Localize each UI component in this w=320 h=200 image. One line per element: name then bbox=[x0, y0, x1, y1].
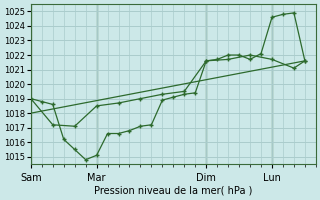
X-axis label: Pression niveau de la mer( hPa ): Pression niveau de la mer( hPa ) bbox=[94, 186, 252, 196]
